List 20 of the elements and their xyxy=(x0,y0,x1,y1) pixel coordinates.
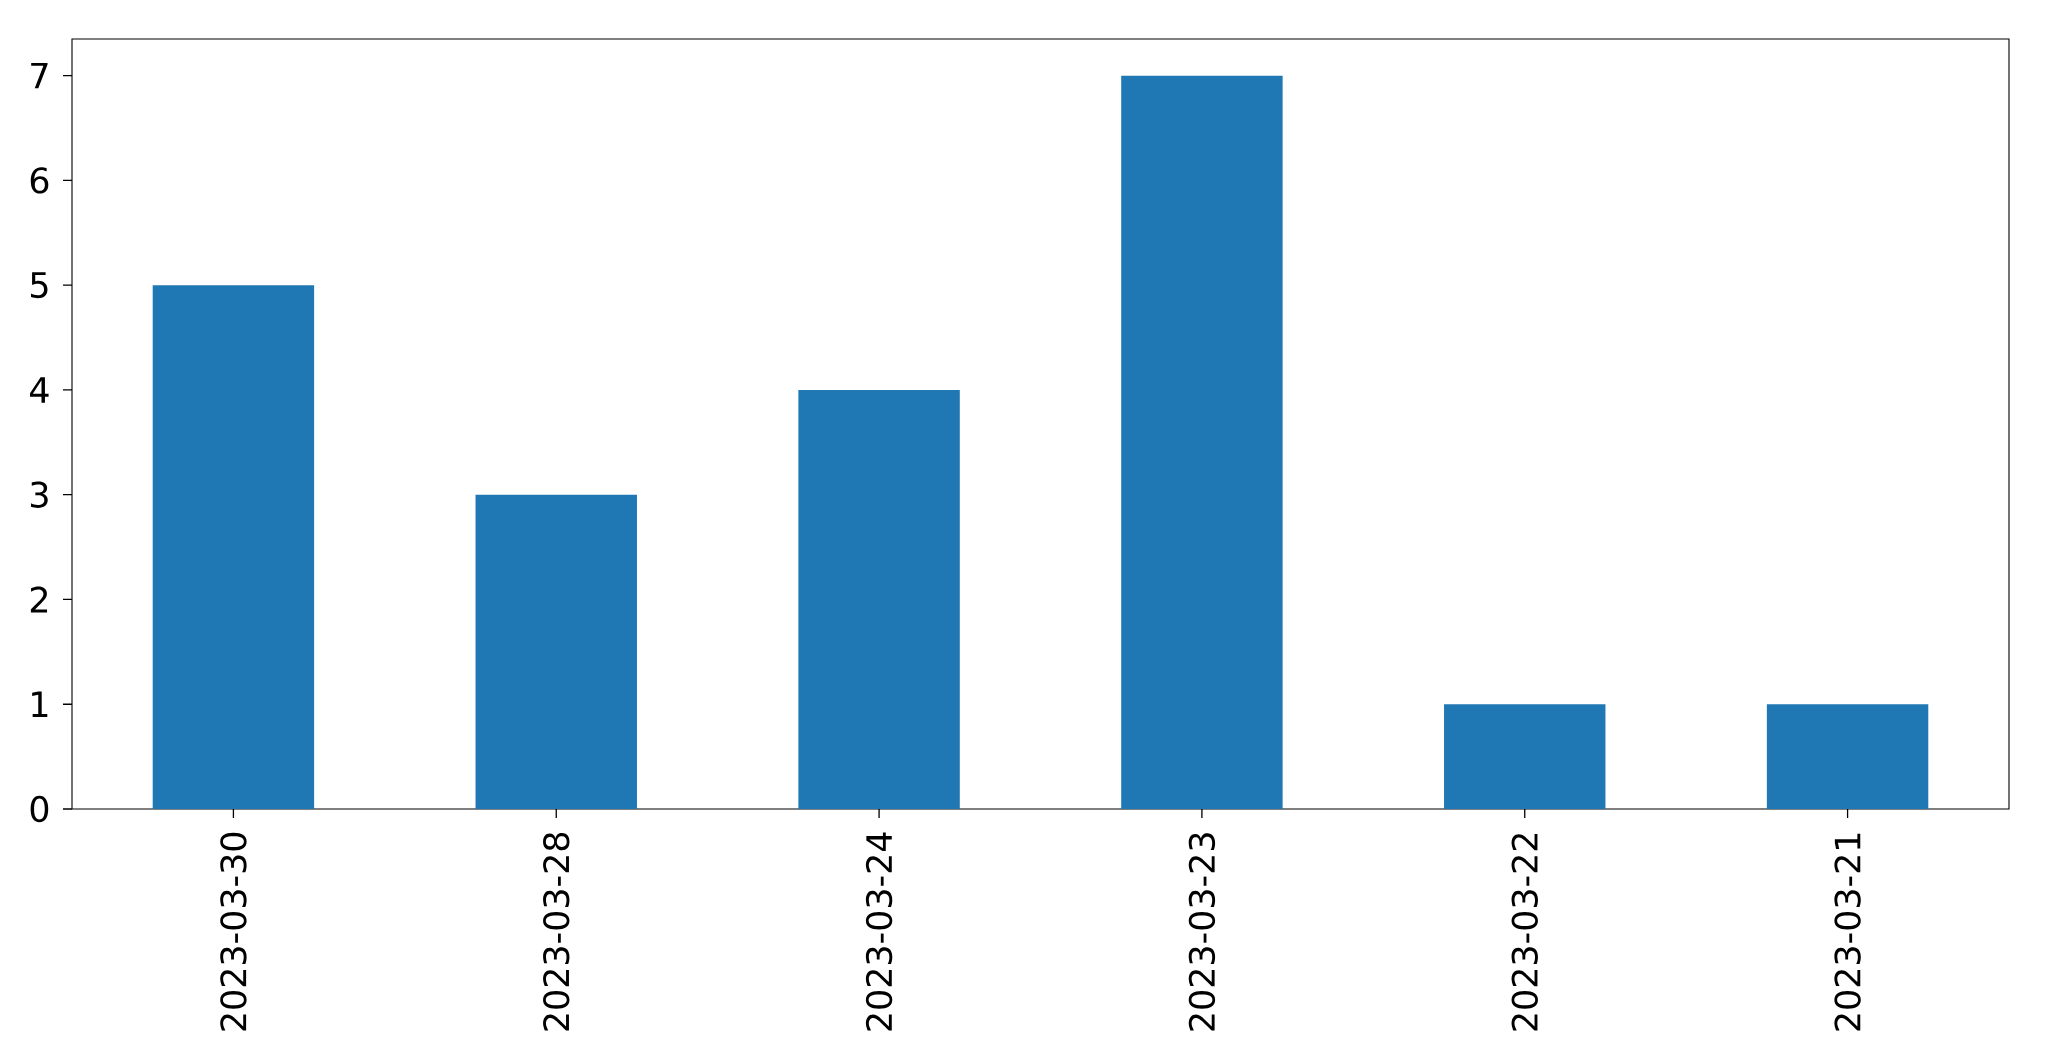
y-tick-label: 4 xyxy=(30,377,49,403)
bar xyxy=(152,285,315,809)
bar xyxy=(1444,704,1606,809)
y-tick-label: 5 xyxy=(31,272,48,299)
x-tick-label: 2023-03-23 xyxy=(1188,833,1216,1031)
y-tick-label: 2 xyxy=(30,586,48,613)
y-tick-label: 3 xyxy=(30,481,48,508)
x-tick-label: 2023-03-22 xyxy=(1511,834,1538,1031)
x-tick-label: 2023-03-28 xyxy=(543,832,570,1031)
x-tick-label: 2023-03-24 xyxy=(865,832,893,1031)
x-tick-label: 2023-03-30 xyxy=(220,832,247,1031)
x-tick-label: 2023-03-21 xyxy=(1834,833,1861,1031)
bar xyxy=(1121,75,1283,809)
bar xyxy=(1766,704,1929,809)
y-tick-label: 0 xyxy=(30,795,49,823)
y-tick-label: 6 xyxy=(30,167,49,194)
y-tick-label: 1 xyxy=(32,691,48,717)
bar xyxy=(475,494,637,809)
bar xyxy=(798,389,960,809)
y-tick-label: 7 xyxy=(31,62,48,89)
